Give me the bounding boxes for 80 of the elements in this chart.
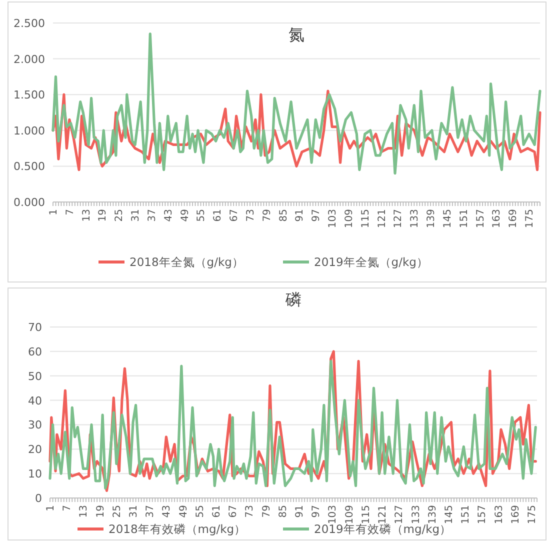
x-tick-label: 175 xyxy=(526,505,538,524)
x-tick-label: 121 xyxy=(378,505,389,524)
y-tick-label: 60 xyxy=(28,345,42,358)
x-tick-label: 13 xyxy=(78,505,90,518)
x-tick-label: 1 xyxy=(48,209,60,216)
x-tick-label: 7 xyxy=(64,209,76,216)
x-tick-label: 85 xyxy=(278,209,290,222)
x-tick-label: 127 xyxy=(394,505,406,524)
y-tick-label: 1.500 xyxy=(14,88,45,102)
x-tick-label: 169 xyxy=(510,505,522,524)
x-tick-label: 43 xyxy=(162,505,173,518)
x-tick-label: 31 xyxy=(128,505,140,518)
x-tick-label: 97 xyxy=(311,209,322,222)
x-tick-label: 43 xyxy=(163,209,174,222)
x-tick-label: 55 xyxy=(196,209,208,222)
legend-label: 2019年全氮（g/kg） xyxy=(314,255,428,269)
x-tick-label: 85 xyxy=(278,505,289,518)
legend-label: 2018年有效磷（mg/kg） xyxy=(108,522,246,536)
y-tick-label: 1.000 xyxy=(14,124,45,138)
x-tick-label: 55 xyxy=(194,505,206,518)
x-tick-label: 139 xyxy=(427,505,438,524)
x-tick-label: 79 xyxy=(262,209,273,222)
y-tick-label: 70 xyxy=(28,321,42,334)
y-tick-label: 2.000 xyxy=(14,52,45,66)
x-tick-label: 103 xyxy=(328,505,339,524)
x-tick-label: 79 xyxy=(261,505,272,518)
legend-label: 2019年有效磷（mg/kg） xyxy=(314,522,452,536)
x-tick-label: 31 xyxy=(130,209,142,222)
x-tick-label: 61 xyxy=(212,209,224,222)
x-tick-label: 163 xyxy=(494,505,505,524)
x-tick-label: 13 xyxy=(81,209,92,222)
x-tick-label: 91 xyxy=(294,209,306,222)
x-tick-label: 67 xyxy=(229,209,240,222)
x-tick-label: 97 xyxy=(311,505,322,518)
x-tick-label: 73 xyxy=(244,505,256,518)
x-tick-label: 67 xyxy=(228,505,240,518)
y-tick-label: 20 xyxy=(28,443,42,456)
y-tick-label: 0.500 xyxy=(14,160,45,174)
x-tick-label: 49 xyxy=(180,209,191,222)
x-tick-label: 169 xyxy=(508,209,520,228)
x-tick-label: 61 xyxy=(212,505,223,518)
chart-title: 氮 xyxy=(288,25,304,44)
x-tick-label: 145 xyxy=(442,209,454,228)
x-tick-label: 7 xyxy=(62,505,74,512)
x-tick-label: 103 xyxy=(328,209,339,228)
x-tick-label: 115 xyxy=(360,505,372,524)
y-tick-label: 40 xyxy=(28,394,42,408)
x-tick-label: 133 xyxy=(410,505,422,524)
y-tick-label: 50 xyxy=(28,370,42,383)
x-tick-label: 133 xyxy=(410,209,421,228)
x-tick-label: 127 xyxy=(393,209,404,228)
x-tick-label: 157 xyxy=(477,505,488,524)
x-tick-label: 1 xyxy=(46,505,56,512)
x-tick-label: 37 xyxy=(145,505,156,518)
legend-label: 2018年全氮（g/kg） xyxy=(130,255,244,269)
x-tick-label: 25 xyxy=(112,505,123,518)
chart-title: 磷 xyxy=(284,290,302,309)
y-tick-label: 10 xyxy=(28,468,42,481)
x-tick-label: 115 xyxy=(360,209,372,228)
x-tick-label: 109 xyxy=(344,505,356,524)
x-tick-label: 175 xyxy=(524,209,536,228)
x-tick-label: 157 xyxy=(475,209,486,228)
x-tick-label: 25 xyxy=(114,209,126,222)
x-tick-label: 37 xyxy=(146,209,158,222)
x-tick-label: 49 xyxy=(178,505,190,518)
x-tick-label: 109 xyxy=(344,209,355,228)
x-tick-label: 121 xyxy=(376,209,388,228)
x-tick-label: 19 xyxy=(98,209,109,222)
x-tick-label: 145 xyxy=(444,505,455,524)
y-tick-label: 30 xyxy=(28,418,42,432)
y-tick-label: 2.500 xyxy=(14,17,45,30)
x-tick-label: 73 xyxy=(245,209,256,222)
y-tick-label: 0 xyxy=(35,492,42,505)
x-tick-label: 19 xyxy=(95,505,106,518)
x-tick-label: 91 xyxy=(294,505,306,518)
y-tick-label: 0.000 xyxy=(14,196,45,209)
x-tick-label: 151 xyxy=(460,505,472,524)
x-tick-label: 139 xyxy=(426,209,438,228)
x-tick-label: 163 xyxy=(492,209,503,228)
x-tick-label: 151 xyxy=(458,209,470,228)
